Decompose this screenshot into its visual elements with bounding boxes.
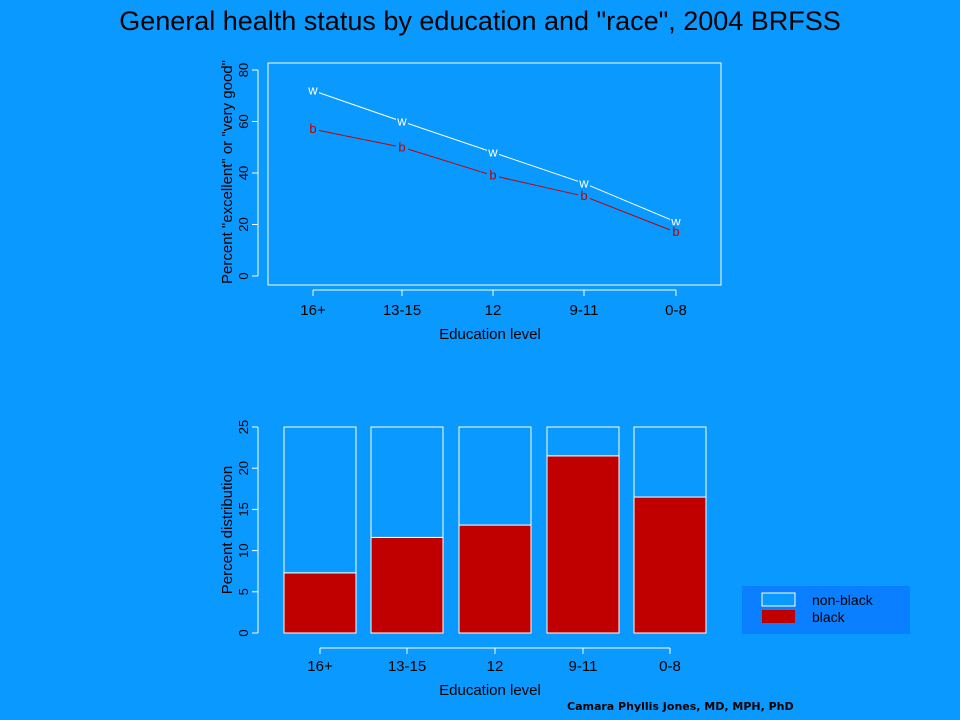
line-chart-y-label: Percent "excellent" or "very good"	[219, 60, 236, 284]
bar-chart-x-tick-label: 13-15	[388, 658, 426, 675]
line-point-background	[396, 140, 408, 153]
line-point-b: b	[580, 188, 587, 203]
bar-chart-x-axis: 16+ 13-15 12 9-11 0-8	[307, 647, 681, 675]
bar-non-black-0-8	[633, 426, 707, 498]
bar-chart-x-tick-label: 12	[487, 658, 504, 675]
line-point-background	[487, 145, 499, 158]
bar-black-0-8	[633, 496, 707, 634]
line-chart-y-tick-label: 60	[236, 114, 251, 128]
line-point-w: w	[487, 144, 498, 159]
line-point-background	[578, 189, 590, 202]
bar-black-9-11	[546, 455, 620, 634]
line-point-b: b	[398, 139, 405, 154]
line-point-b: b	[309, 121, 316, 136]
bar-chart-y-tick-label: 10	[236, 543, 251, 557]
line-chart-y-tick-label: 40	[236, 166, 251, 180]
line-point-b: b	[672, 224, 679, 239]
line-chart-x-tick-label: 13-15	[383, 302, 421, 319]
legend-label-black: black	[812, 609, 846, 625]
line-point-background	[670, 225, 682, 238]
line-chart-y-tick-label: 80	[236, 63, 251, 77]
line-chart-x-tick-label: 12	[485, 302, 502, 319]
bar-black-12	[458, 524, 532, 634]
bar-chart-bars	[283, 426, 707, 634]
bar-non-black-12	[458, 426, 532, 526]
line-chart-y-tick-label: 0	[236, 272, 251, 279]
bar-black-16+	[283, 572, 357, 634]
bar-chart-x-label: Education level	[439, 682, 541, 699]
line-point-background	[307, 122, 319, 135]
bar-chart-y-tick-label: 20	[236, 461, 251, 475]
legend-label-non-black: non-black	[812, 592, 874, 608]
line-point-background	[396, 114, 408, 127]
line-point-w: w	[307, 83, 318, 98]
line-point-b: b	[489, 168, 496, 183]
author-credit: Camara Phyllis Jones, MD, MPH, PhD	[567, 700, 794, 713]
bar-chart-x-tick-label: 16+	[307, 658, 333, 675]
line-chart-y-tick-label: 20	[236, 217, 251, 231]
legend-swatch-black	[762, 610, 795, 623]
legend-swatch-non-black	[761, 592, 796, 607]
bar-chart-y-axis: 0 5 10 15 20 25	[236, 420, 259, 637]
line-chart-x-tick-label: 0-8	[665, 302, 687, 319]
bar-chart-y-tick-label: 25	[236, 420, 251, 434]
bar-chart: 0 5 10 15 20 25 16+ 13-15 12 9-11 0-8 Education l…	[219, 420, 707, 699]
bar-non-black-9-11	[546, 426, 620, 457]
line-chart-x-tick-label: 9-11	[570, 302, 599, 319]
bar-non-black-16+	[283, 426, 357, 574]
line-chart-x-axis: 16+ 13-15 12 9-11 0-8	[300, 289, 687, 319]
line-chart-plot-frame	[267, 62, 722, 286]
line-point-background	[487, 168, 499, 181]
slide-title: General health status by education and "…	[119, 6, 841, 36]
bar-chart-x-tick-label: 0-8	[659, 658, 681, 675]
line-chart-y-axis: 0 20 40 60 80	[236, 63, 259, 280]
line-point-w: w	[578, 175, 589, 190]
line-point-w: w	[670, 214, 681, 229]
bar-chart-y-tick-label: 15	[236, 502, 251, 516]
line-point-w: w	[396, 114, 407, 129]
bar-chart-legend: non-black black	[742, 586, 910, 634]
line-chart-x-label: Education level	[439, 326, 541, 343]
line-point-background	[670, 214, 682, 227]
line-point-background	[578, 176, 590, 189]
bar-chart-y-label: Percent distribution	[219, 466, 236, 594]
bar-chart-x-tick-label: 9-11	[569, 658, 598, 675]
bar-chart-y-tick-label: 0	[236, 629, 251, 636]
bar-non-black-13-15	[370, 426, 444, 538]
bar-black-13-15	[370, 536, 444, 634]
line-chart-x-tick-label: 16+	[300, 302, 326, 319]
bar-chart-y-tick-label: 5	[236, 588, 251, 595]
line-point-background	[307, 83, 319, 96]
